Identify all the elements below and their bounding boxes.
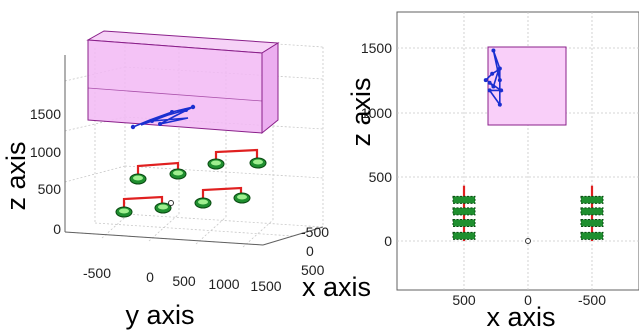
- wheel-unit: [115, 195, 172, 218]
- tyre: [452, 207, 476, 216]
- z-tick-label: 1500: [361, 40, 392, 56]
- x-axis-label-front: x axis: [486, 302, 555, 332]
- wheel-units-3d: [115, 148, 267, 218]
- x-tick-label: 500: [301, 262, 325, 278]
- tyre: [452, 231, 476, 240]
- trajectory-point: [487, 80, 492, 85]
- x-tick-label: -500: [578, 292, 606, 308]
- x-tick-label: 0: [306, 243, 314, 259]
- trajectory-point: [491, 48, 496, 53]
- z-ticks-front: 0 500 1000 1500: [361, 40, 392, 249]
- x-ticks-3d: -500 0 500: [301, 224, 329, 278]
- trajectory-point: [483, 78, 488, 83]
- tyre: [452, 218, 476, 227]
- z-tick-label: 1500: [30, 106, 61, 122]
- origin-marker: [168, 200, 174, 206]
- trajectory-point: [487, 88, 492, 93]
- trajectory-point: [497, 66, 502, 71]
- z-tick-label: 500: [369, 169, 393, 185]
- wheel-columns-front: [452, 185, 604, 241]
- y-tick-label: 0: [146, 269, 154, 285]
- x-tick-label: -500: [301, 224, 329, 240]
- z-tick-label: 1000: [30, 144, 61, 160]
- y-tick-label: -500: [83, 265, 111, 281]
- tyre: [580, 231, 604, 240]
- trajectory-front: [483, 48, 504, 108]
- y-ticks-3d: -500 0 500 1000 1500: [83, 265, 282, 294]
- tyre: [580, 218, 604, 227]
- shaded-box-front: [487, 46, 567, 126]
- z-axis-label-front: z axis: [346, 77, 376, 146]
- box-face-front: [87, 39, 263, 134]
- wheel-unit: [207, 148, 267, 170]
- x-ticks-front: 500 0 -500: [452, 292, 606, 308]
- wheel-unit: [194, 186, 251, 209]
- trajectory-point: [490, 71, 495, 76]
- z-tick-label: 0: [384, 233, 392, 249]
- y-tick-label: 500: [172, 273, 196, 289]
- axes-box: [64, 55, 324, 246]
- tyre: [580, 207, 604, 216]
- trajectory-point: [491, 84, 496, 89]
- tyre: [580, 195, 604, 204]
- shaded-box-3d: [86, 30, 280, 135]
- trajectory-3d: [130, 104, 196, 130]
- wheel-unit: [129, 161, 187, 185]
- trajectory-point: [497, 102, 502, 107]
- z-ticks-3d: 0 500 1000 1500: [30, 106, 61, 237]
- origin-marker: [525, 238, 531, 244]
- tyre: [452, 195, 476, 204]
- z-tick-label: 0: [53, 221, 61, 237]
- x-tick-label: 0: [524, 292, 532, 308]
- y-axis-label-3d: y axis: [125, 300, 194, 330]
- x-tick-label: 500: [452, 292, 476, 308]
- box-face-side: [261, 42, 279, 135]
- y-tick-label: 1500: [250, 278, 281, 294]
- chart-3d: 0 500 1000 1500 -500 0 500 1000 1500 -50…: [1, 30, 371, 330]
- x-axis-label-3d: x axis: [302, 272, 371, 302]
- trajectory-point: [499, 88, 504, 93]
- z-tick-label: 1000: [361, 105, 392, 121]
- z-axis-label-3d: z axis: [1, 141, 31, 210]
- z-tick-label: 500: [38, 181, 62, 197]
- y-tick-label: 1000: [208, 276, 239, 292]
- trajectory-point: [497, 78, 502, 83]
- floor-grid: [64, 210, 324, 248]
- chart-front: 0 500 1000 1500 500 0 -500 z axis x axis: [346, 11, 639, 332]
